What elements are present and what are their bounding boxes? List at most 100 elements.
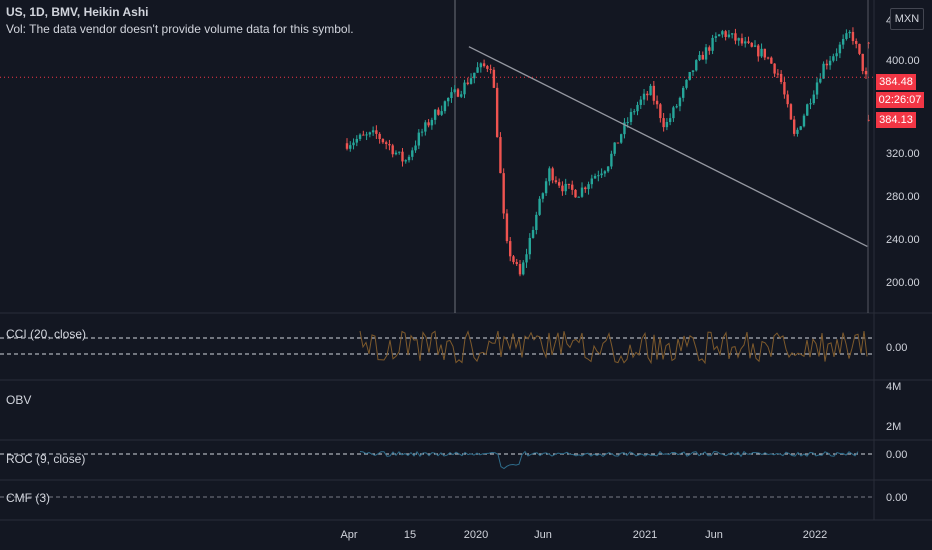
candle-body	[528, 237, 531, 255]
candle-body	[587, 184, 590, 190]
candle-body	[522, 262, 525, 275]
candle-body	[740, 38, 744, 44]
candle-body	[858, 43, 861, 54]
candle-body	[646, 93, 649, 96]
candle-body	[806, 104, 809, 116]
candle-body	[783, 82, 786, 95]
candle-body	[766, 57, 770, 59]
obv-tick-label: 2M	[886, 421, 901, 433]
candle-body	[414, 145, 417, 151]
candle-body	[453, 89, 456, 93]
last-price-tag: 384.48	[876, 74, 916, 90]
candle-body	[776, 73, 780, 75]
candle-body	[655, 100, 659, 105]
candle-body	[675, 106, 678, 108]
candle-body	[427, 122, 430, 126]
candle-body	[600, 173, 603, 176]
price-tick-label: 280.00	[886, 191, 920, 203]
candle-body	[567, 183, 571, 185]
candle-body	[789, 104, 793, 120]
candle-body	[469, 78, 473, 84]
candle-body	[770, 57, 773, 64]
cci-line	[359, 330, 868, 365]
price-tick-label: 400.00	[886, 55, 920, 67]
candle-body	[760, 48, 763, 57]
down-arrow-icon: ↓	[866, 112, 872, 124]
candle-body	[505, 213, 509, 242]
candle-body	[841, 38, 845, 45]
candle-body	[855, 41, 858, 44]
currency-badge[interactable]: MXN	[890, 8, 924, 30]
candle-body	[371, 130, 375, 133]
candle-body	[577, 196, 580, 198]
candle-body	[619, 134, 623, 143]
volume-note: Vol: The data vendor doesn't provide vol…	[6, 22, 354, 36]
candle-body	[812, 94, 815, 104]
time-tick-label: Jun	[534, 529, 552, 541]
time-tick-label: Jun	[705, 529, 723, 541]
candle-body	[593, 175, 597, 179]
candle-body	[463, 82, 466, 95]
cci-panel-label: CCI (20, close)	[6, 327, 87, 341]
candle-body	[554, 180, 558, 183]
cci-tick-label: 0.00	[886, 342, 907, 354]
candle-body	[440, 111, 443, 115]
candle-body	[495, 87, 499, 138]
candle-body	[633, 111, 636, 113]
candle-body	[365, 134, 368, 136]
candle-body	[848, 31, 851, 34]
candle-body	[388, 144, 391, 146]
candle-body	[763, 48, 767, 58]
candle-body	[551, 168, 554, 181]
candle-body	[460, 94, 463, 97]
price-tick-label: 240.00	[886, 234, 920, 246]
candle-body	[668, 118, 672, 123]
candle-body	[832, 56, 835, 61]
candle-body	[398, 151, 401, 153]
candle-body	[479, 63, 483, 68]
candle-body	[727, 34, 731, 37]
candle-body	[590, 178, 594, 185]
candle-body	[623, 122, 626, 135]
candle-body	[695, 60, 698, 71]
candle-body	[603, 171, 607, 174]
candle-body	[779, 73, 783, 83]
candle-body	[737, 38, 740, 41]
candle-body	[368, 132, 372, 135]
candle-body	[544, 181, 548, 194]
candle-body	[796, 129, 799, 134]
candle-body	[509, 241, 512, 257]
candle-body	[476, 67, 479, 73]
candle-body	[701, 54, 704, 60]
candle-body	[698, 54, 701, 61]
candle-body	[682, 87, 685, 98]
time-tick-label: 2021	[633, 529, 657, 541]
candle-body	[541, 193, 545, 199]
candle-body	[407, 156, 411, 161]
candle-body	[433, 109, 437, 120]
candle-body	[486, 66, 489, 69]
cmf-tick-label: 0.00	[886, 492, 907, 504]
candle-body	[799, 126, 802, 130]
candle-body	[851, 31, 855, 42]
candle-body	[597, 175, 600, 177]
candle-body	[672, 107, 675, 119]
candle-body	[466, 82, 469, 84]
cmf-panel-label: CMF (3)	[6, 491, 50, 505]
candle-body	[391, 145, 394, 155]
trendline[interactable]	[468, 46, 868, 248]
candle-body	[362, 134, 365, 136]
candle-body	[819, 78, 822, 83]
candle-body	[574, 189, 577, 198]
candle-body	[802, 115, 806, 127]
candle-body	[714, 36, 718, 38]
candle-body	[424, 122, 427, 132]
candle-body	[786, 94, 789, 105]
candle-body	[626, 121, 629, 123]
candle-body	[515, 262, 518, 265]
candle-body	[499, 137, 502, 174]
candle-body	[747, 41, 750, 43]
price-tick-label: 200.00	[886, 277, 920, 289]
candle-body	[822, 63, 825, 79]
